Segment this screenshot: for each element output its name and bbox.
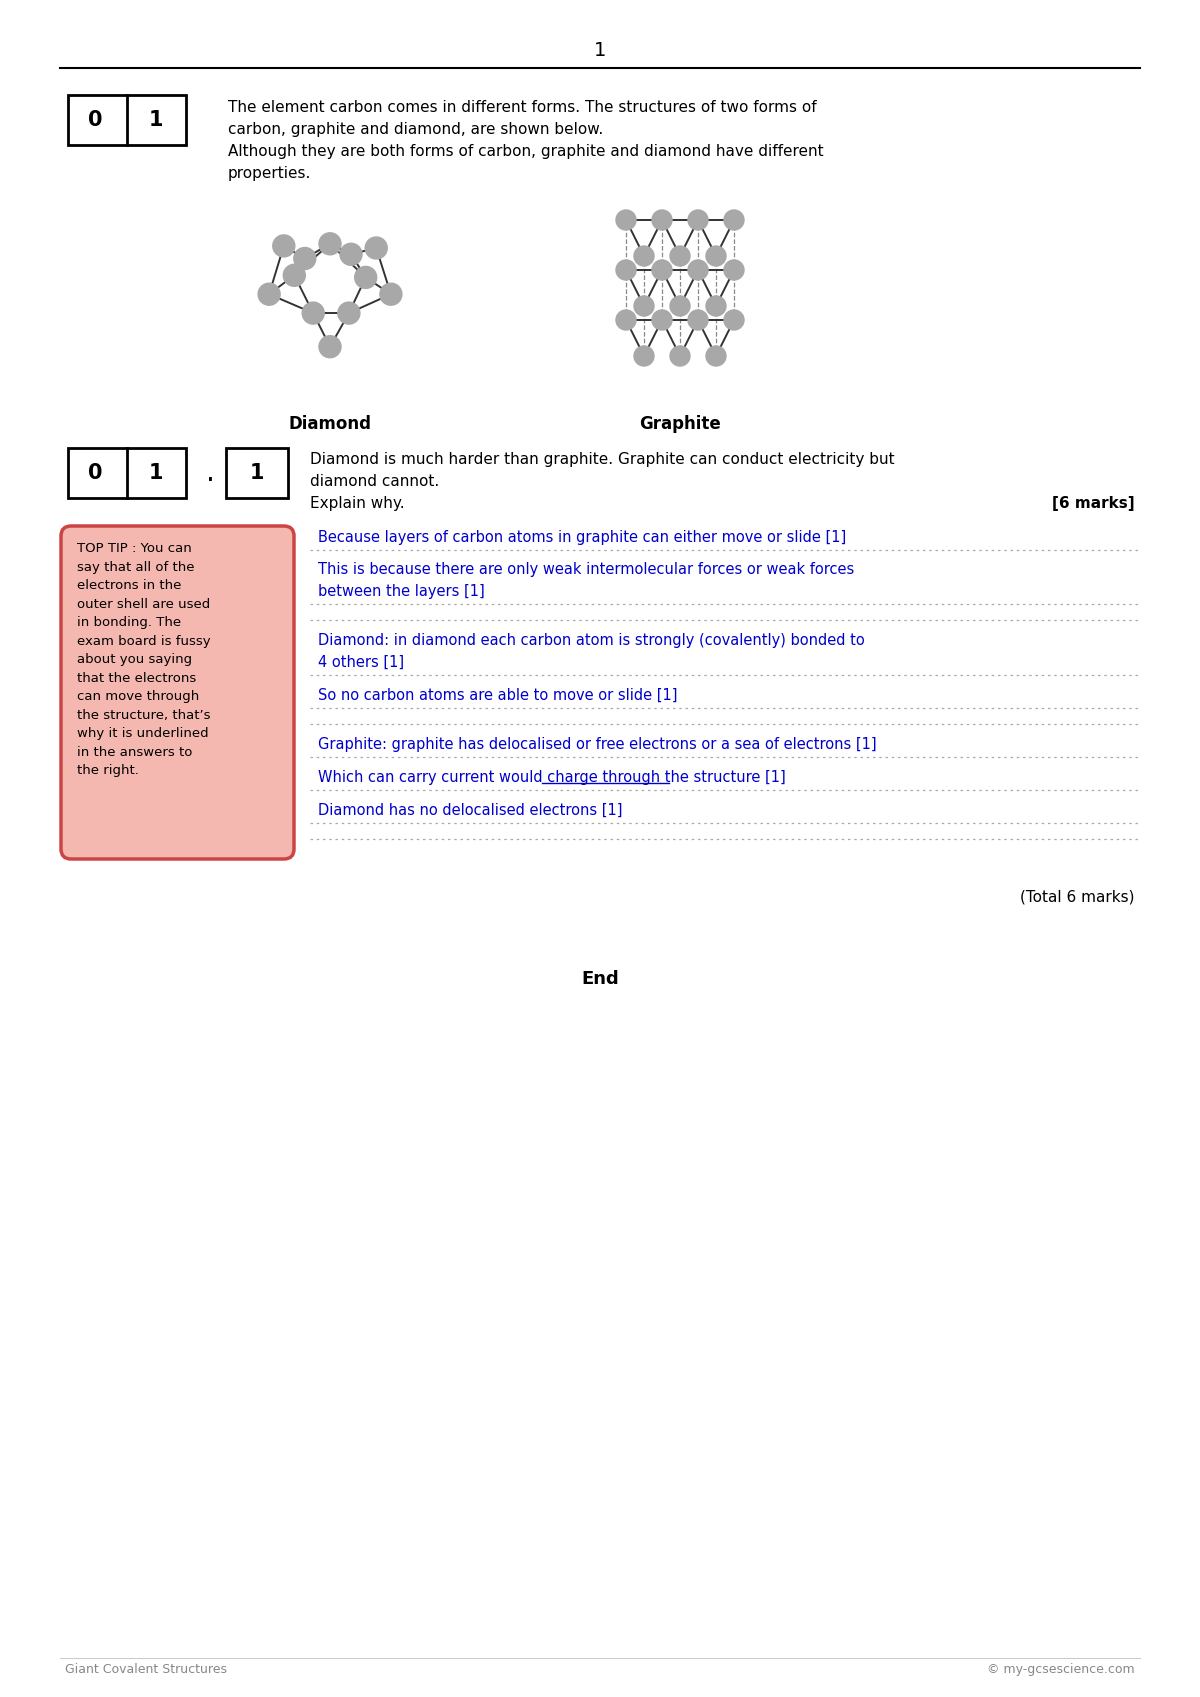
- Text: 1: 1: [149, 110, 163, 131]
- Circle shape: [670, 295, 690, 316]
- Circle shape: [724, 311, 744, 329]
- Circle shape: [616, 260, 636, 280]
- Text: Explain why.: Explain why.: [310, 496, 404, 511]
- Circle shape: [670, 246, 690, 266]
- Circle shape: [706, 295, 726, 316]
- Circle shape: [340, 243, 362, 265]
- Text: 0: 0: [88, 110, 102, 131]
- Text: Diamond is much harder than graphite. Graphite can conduct electricity but: Diamond is much harder than graphite. Gr…: [310, 451, 895, 467]
- Circle shape: [688, 311, 708, 329]
- Circle shape: [283, 265, 305, 287]
- Text: End: End: [581, 971, 619, 988]
- Text: The element carbon comes in different forms. The structures of two forms of: The element carbon comes in different fo…: [228, 100, 817, 115]
- Text: carbon, graphite and diamond, are shown below.: carbon, graphite and diamond, are shown …: [228, 122, 604, 137]
- Circle shape: [616, 210, 636, 231]
- Circle shape: [652, 260, 672, 280]
- Text: Diamond: Diamond: [288, 416, 372, 433]
- Text: Graphite: graphite has delocalised or free electrons or a sea of electrons [1]: Graphite: graphite has delocalised or fr…: [318, 736, 877, 752]
- Text: Although they are both forms of carbon, graphite and diamond have different: Although they are both forms of carbon, …: [228, 144, 823, 160]
- Text: (Total 6 marks): (Total 6 marks): [1020, 889, 1135, 905]
- Circle shape: [688, 260, 708, 280]
- Circle shape: [634, 346, 654, 367]
- FancyBboxPatch shape: [61, 526, 294, 859]
- Text: Giant Covalent Structures: Giant Covalent Structures: [65, 1663, 227, 1677]
- Circle shape: [302, 302, 324, 324]
- Circle shape: [319, 232, 341, 255]
- Circle shape: [706, 346, 726, 367]
- Text: 0: 0: [88, 463, 102, 484]
- Text: Diamond: in diamond each carbon atom is strongly (covalently) bonded to: Diamond: in diamond each carbon atom is …: [318, 633, 865, 648]
- Circle shape: [634, 295, 654, 316]
- Circle shape: [294, 248, 316, 270]
- Text: © my-gcsescience.com: © my-gcsescience.com: [988, 1663, 1135, 1677]
- Circle shape: [338, 302, 360, 324]
- Circle shape: [365, 238, 388, 260]
- Text: 1: 1: [594, 41, 606, 59]
- Circle shape: [724, 260, 744, 280]
- Circle shape: [616, 311, 636, 329]
- Circle shape: [355, 266, 377, 288]
- Circle shape: [272, 234, 295, 256]
- Circle shape: [670, 346, 690, 367]
- Text: Graphite: Graphite: [640, 416, 721, 433]
- Text: Because layers of carbon atoms in graphite can either move or slide [1]: Because layers of carbon atoms in graphi…: [318, 529, 846, 545]
- Text: 1: 1: [250, 463, 264, 484]
- Bar: [68, 95, 186, 144]
- Text: 4 others [1]: 4 others [1]: [318, 655, 404, 670]
- Circle shape: [634, 246, 654, 266]
- Bar: [68, 448, 186, 497]
- Circle shape: [706, 246, 726, 266]
- Text: Which can carry current would charge through the structure [1]: Which can carry current would charge thr…: [318, 770, 786, 786]
- Text: diamond cannot.: diamond cannot.: [310, 473, 439, 489]
- Text: [6 marks]: [6 marks]: [1052, 496, 1135, 511]
- Text: This is because there are only weak intermolecular forces or weak forces: This is because there are only weak inte…: [318, 562, 854, 577]
- Bar: [226, 448, 288, 497]
- Circle shape: [652, 210, 672, 231]
- Circle shape: [688, 210, 708, 231]
- Circle shape: [319, 336, 341, 358]
- Circle shape: [258, 283, 280, 305]
- Text: between the layers [1]: between the layers [1]: [318, 584, 485, 599]
- Text: 1: 1: [149, 463, 163, 484]
- Circle shape: [380, 283, 402, 305]
- Circle shape: [724, 210, 744, 231]
- Circle shape: [652, 311, 672, 329]
- Text: TOP TIP : You can
say that all of the
electrons in the
outer shell are used
in b: TOP TIP : You can say that all of the el…: [77, 541, 211, 777]
- Text: properties.: properties.: [228, 166, 311, 182]
- Text: Diamond has no delocalised electrons [1]: Diamond has no delocalised electrons [1]: [318, 803, 623, 818]
- Text: .: .: [205, 458, 215, 487]
- Text: So no carbon atoms are able to move or slide [1]: So no carbon atoms are able to move or s…: [318, 687, 678, 703]
